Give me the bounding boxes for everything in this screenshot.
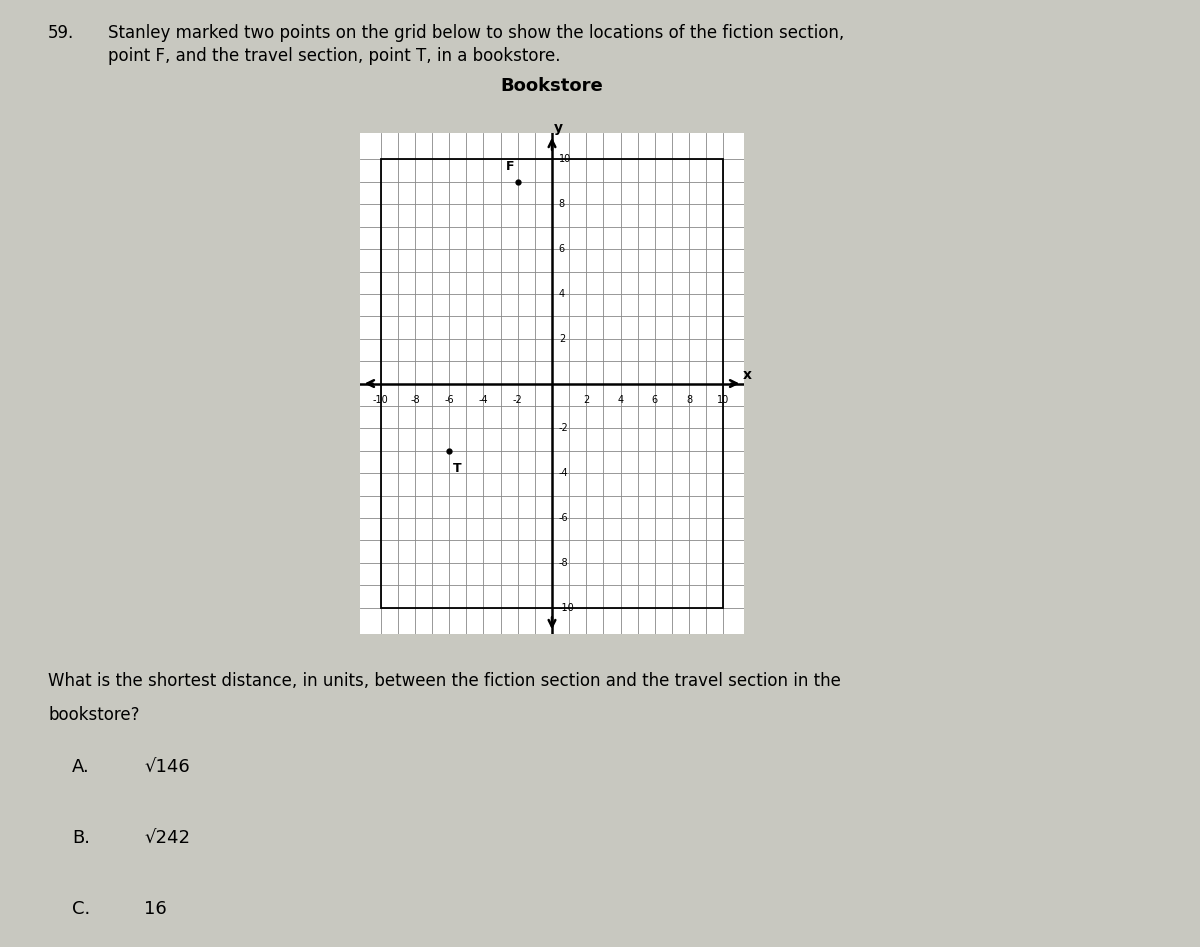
Text: -2: -2 — [512, 395, 522, 404]
Text: 6: 6 — [652, 395, 658, 404]
Text: -8: -8 — [559, 558, 569, 568]
Text: 10: 10 — [718, 395, 730, 404]
Text: 2: 2 — [583, 395, 589, 404]
Text: T: T — [452, 462, 461, 475]
Text: 4: 4 — [559, 289, 565, 299]
Text: C.: C. — [72, 900, 90, 918]
Text: x: x — [743, 367, 752, 382]
Text: A.: A. — [72, 758, 90, 776]
Text: 10: 10 — [559, 154, 571, 165]
Text: B.: B. — [72, 829, 90, 847]
Text: -4: -4 — [479, 395, 488, 404]
Text: 8: 8 — [686, 395, 692, 404]
Text: -6: -6 — [444, 395, 454, 404]
Text: -10: -10 — [559, 602, 575, 613]
Text: y: y — [553, 121, 563, 134]
Text: 8: 8 — [559, 199, 565, 209]
Text: Stanley marked two points on the grid below to show the locations of the fiction: Stanley marked two points on the grid be… — [108, 24, 845, 42]
Text: 4: 4 — [618, 395, 624, 404]
Text: √146: √146 — [144, 758, 190, 776]
Text: Bookstore: Bookstore — [500, 77, 604, 95]
Text: 59.: 59. — [48, 24, 74, 42]
Text: -6: -6 — [559, 513, 569, 523]
Text: 16: 16 — [144, 900, 167, 918]
Text: √242: √242 — [144, 829, 190, 847]
Text: point F, and the travel section, point T, in a bookstore.: point F, and the travel section, point T… — [108, 47, 560, 65]
Text: -8: -8 — [410, 395, 420, 404]
Text: What is the shortest distance, in units, between the fiction section and the tra: What is the shortest distance, in units,… — [48, 672, 841, 690]
Text: -2: -2 — [559, 423, 569, 434]
Text: 2: 2 — [559, 333, 565, 344]
Text: -4: -4 — [559, 468, 569, 478]
Text: 6: 6 — [559, 244, 565, 254]
Text: -10: -10 — [373, 395, 389, 404]
Text: F: F — [505, 160, 515, 173]
Bar — [380, 159, 724, 608]
Text: bookstore?: bookstore? — [48, 706, 139, 724]
